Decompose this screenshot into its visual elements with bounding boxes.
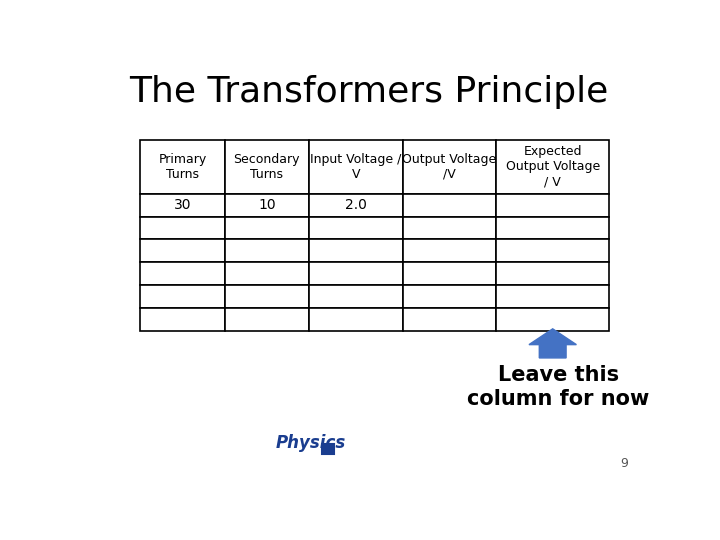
Bar: [225, 285, 309, 308]
Bar: [225, 262, 309, 285]
Text: 9: 9: [621, 457, 629, 470]
Bar: [402, 262, 497, 285]
Text: Leave this
column for now: Leave this column for now: [467, 366, 649, 409]
Bar: [309, 217, 402, 239]
Bar: [402, 140, 497, 194]
Text: Expected
Output Voltage
/ V: Expected Output Voltage / V: [505, 145, 600, 188]
Bar: [140, 262, 225, 285]
Text: 2.0: 2.0: [345, 198, 366, 212]
Bar: [309, 140, 402, 194]
Bar: [140, 285, 225, 308]
Text: 30: 30: [174, 198, 191, 212]
Bar: [309, 285, 402, 308]
Text: Secondary
Turns: Secondary Turns: [233, 153, 300, 181]
Bar: [140, 194, 225, 217]
Text: Primary
Turns: Primary Turns: [158, 153, 207, 181]
Bar: [497, 262, 609, 285]
Bar: [497, 194, 609, 217]
Bar: [497, 239, 609, 262]
Bar: [225, 140, 309, 194]
Bar: [225, 217, 309, 239]
Bar: [402, 239, 497, 262]
Bar: [225, 194, 309, 217]
Bar: [402, 308, 497, 331]
Bar: [225, 239, 309, 262]
Bar: [140, 239, 225, 262]
Bar: [497, 217, 609, 239]
Text: Physics: Physics: [275, 434, 346, 452]
Bar: [309, 262, 402, 285]
FancyArrow shape: [529, 329, 577, 358]
Bar: [402, 285, 497, 308]
Bar: [140, 140, 225, 194]
Bar: [140, 217, 225, 239]
Bar: [225, 308, 309, 331]
Text: 10: 10: [258, 198, 276, 212]
Bar: [497, 140, 609, 194]
Bar: [309, 308, 402, 331]
Bar: [497, 308, 609, 331]
Bar: [402, 217, 497, 239]
Text: Input Voltage /
V: Input Voltage / V: [310, 153, 402, 181]
Bar: [322, 444, 334, 454]
Bar: [497, 285, 609, 308]
Bar: [309, 239, 402, 262]
Bar: [140, 308, 225, 331]
Text: Output Voltage
/V: Output Voltage /V: [402, 153, 497, 181]
Bar: [309, 194, 402, 217]
Bar: [402, 194, 497, 217]
Text: The Transformers Principle: The Transformers Principle: [130, 75, 608, 109]
